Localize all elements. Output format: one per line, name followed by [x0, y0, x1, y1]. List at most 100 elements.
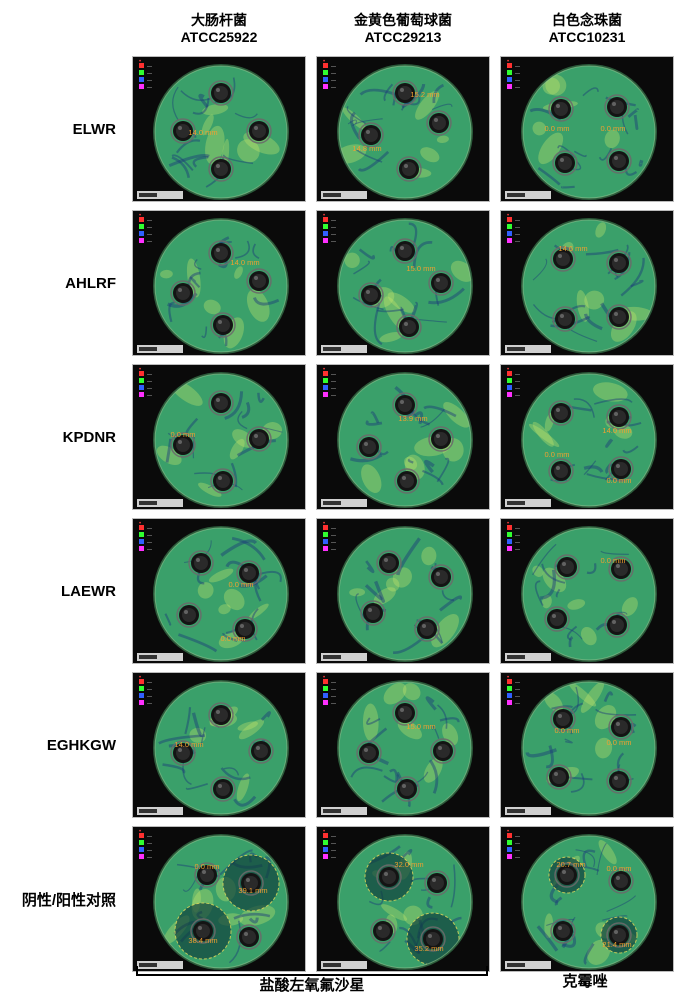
svg-text:0.0 mm: 0.0 mm	[606, 864, 631, 873]
svg-text:—: —	[147, 64, 152, 70]
svg-text:•: •	[507, 213, 509, 219]
svg-text:—: —	[515, 239, 520, 245]
svg-text:35.2 mm: 35.2 mm	[414, 944, 443, 953]
dish-r4-c0: 14.0 mm ———— •	[132, 672, 306, 818]
svg-text:—: —	[331, 218, 336, 224]
col-header-2: 白色念珠菌ATCC10231	[549, 12, 626, 47]
svg-text:14.8 mm: 14.8 mm	[352, 144, 381, 153]
svg-text:15.0 mm: 15.0 mm	[406, 264, 435, 273]
svg-text:—: —	[515, 694, 520, 700]
svg-text:•: •	[507, 675, 509, 681]
svg-text:—: —	[147, 78, 152, 84]
svg-text:—: —	[331, 841, 336, 847]
svg-text:—: —	[147, 841, 152, 847]
svg-text:15.0 mm: 15.0 mm	[406, 722, 435, 731]
svg-text:•: •	[507, 59, 509, 65]
dish-r2-c2: 0.0 mm14.0 mm0.0 mm ———— •	[500, 364, 674, 510]
svg-text:0.0 mm: 0.0 mm	[170, 430, 195, 439]
svg-text:14.0 mm: 14.0 mm	[188, 128, 217, 137]
dish-grid: 大肠杆菌ATCC25922金黄色葡萄球菌ATCC29213白色念珠菌ATCC10…	[6, 8, 671, 1006]
dish-r0-c1: 15.2 mm14.8 mm ———— •	[316, 56, 490, 202]
svg-text:0.0 mm: 0.0 mm	[544, 124, 569, 133]
row-label-1: AHLRF	[65, 275, 124, 292]
svg-text:—: —	[331, 701, 336, 707]
svg-text:14.0 mm: 14.0 mm	[602, 426, 631, 435]
svg-text:—: —	[331, 78, 336, 84]
figure-panel: 大肠杆菌ATCC25922金黄色葡萄球菌ATCC29213白色念珠菌ATCC10…	[0, 0, 677, 1000]
svg-text:—: —	[331, 239, 336, 245]
row-label-0: ELWR	[73, 121, 124, 138]
svg-text:—: —	[147, 526, 152, 532]
svg-text:0.0 mm: 0.0 mm	[606, 738, 631, 747]
svg-text:—: —	[331, 547, 336, 553]
svg-text:—: —	[515, 848, 520, 854]
svg-text:21.4 mm: 21.4 mm	[602, 940, 631, 949]
svg-text:—: —	[515, 85, 520, 91]
svg-text:—: —	[515, 393, 520, 399]
svg-text:—: —	[331, 372, 336, 378]
svg-text:•: •	[139, 521, 141, 527]
svg-text:—: —	[515, 372, 520, 378]
svg-text:—: —	[331, 848, 336, 854]
svg-text:•: •	[507, 521, 509, 527]
dish-r3-c1: ———— •	[316, 518, 490, 664]
svg-text:—: —	[147, 834, 152, 840]
svg-text:—: —	[331, 687, 336, 693]
svg-text:0.0 mm: 0.0 mm	[606, 476, 631, 485]
svg-text:•: •	[507, 829, 509, 835]
svg-text:—: —	[331, 379, 336, 385]
svg-text:32.0 mm: 32.0 mm	[394, 860, 423, 869]
svg-text:—: —	[147, 393, 152, 399]
svg-text:—: —	[147, 533, 152, 539]
svg-text:—: —	[331, 71, 336, 77]
svg-text:—: —	[515, 71, 520, 77]
svg-text:•: •	[507, 367, 509, 373]
svg-text:—: —	[147, 848, 152, 854]
svg-text:13.9 mm: 13.9 mm	[398, 414, 427, 423]
svg-text:0.0 mm: 0.0 mm	[600, 124, 625, 133]
svg-text:—: —	[147, 71, 152, 77]
dish-r1-c1: 15.0 mm ———— •	[316, 210, 490, 356]
svg-text:—: —	[515, 547, 520, 553]
svg-text:0.0 mm: 0.0 mm	[600, 556, 625, 565]
svg-text:—: —	[515, 540, 520, 546]
svg-text:14.6 mm: 14.6 mm	[558, 244, 587, 253]
svg-text:0.0 mm: 0.0 mm	[228, 580, 253, 589]
dish-r5-c1: 32.0 mm35.2 mm ———— •	[316, 826, 490, 972]
svg-text:—: —	[147, 540, 152, 546]
svg-text:—: —	[331, 85, 336, 91]
svg-text:—: —	[147, 85, 152, 91]
dish-r1-c2: 14.6 mm ———— •	[500, 210, 674, 356]
bottom-labels: 盐酸左氧氟沙星 克霉唑	[0, 966, 677, 996]
svg-text:—: —	[147, 680, 152, 686]
svg-text:—: —	[147, 232, 152, 238]
svg-text:—: —	[515, 855, 520, 861]
svg-text:—: —	[515, 64, 520, 70]
svg-text:—: —	[331, 64, 336, 70]
svg-text:•: •	[323, 521, 325, 527]
svg-text:—: —	[147, 379, 152, 385]
dish-r4-c1: 15.0 mm ———— •	[316, 672, 490, 818]
dish-r3-c0: 0.0 mm0.0 mm ———— •	[132, 518, 306, 664]
svg-text:14.0 mm: 14.0 mm	[174, 740, 203, 749]
dish-r5-c0: 0.0 mm39.1 mm38.4 mm ———— •	[132, 826, 306, 972]
svg-text:•: •	[323, 367, 325, 373]
svg-text:—: —	[331, 540, 336, 546]
svg-text:—: —	[331, 680, 336, 686]
svg-text:—: —	[331, 225, 336, 231]
svg-text:—: —	[515, 687, 520, 693]
svg-text:—: —	[515, 533, 520, 539]
svg-text:0.0 mm: 0.0 mm	[220, 634, 245, 643]
dish-r2-c1: 13.9 mm ———— •	[316, 364, 490, 510]
svg-text:—: —	[515, 232, 520, 238]
row-label-3: LAEWR	[61, 583, 124, 600]
svg-text:—: —	[331, 855, 336, 861]
row-label-5: 阴性/阳性对照	[22, 889, 124, 910]
dish-r5-c2: 20.7 mm0.0 mm21.4 mm ———— •	[500, 826, 674, 972]
svg-text:•: •	[139, 829, 141, 835]
svg-text:—: —	[147, 694, 152, 700]
col-header-0: 大肠杆菌ATCC25922	[181, 12, 258, 47]
svg-text:•: •	[139, 675, 141, 681]
svg-text:—: —	[147, 701, 152, 707]
svg-text:—: —	[515, 225, 520, 231]
